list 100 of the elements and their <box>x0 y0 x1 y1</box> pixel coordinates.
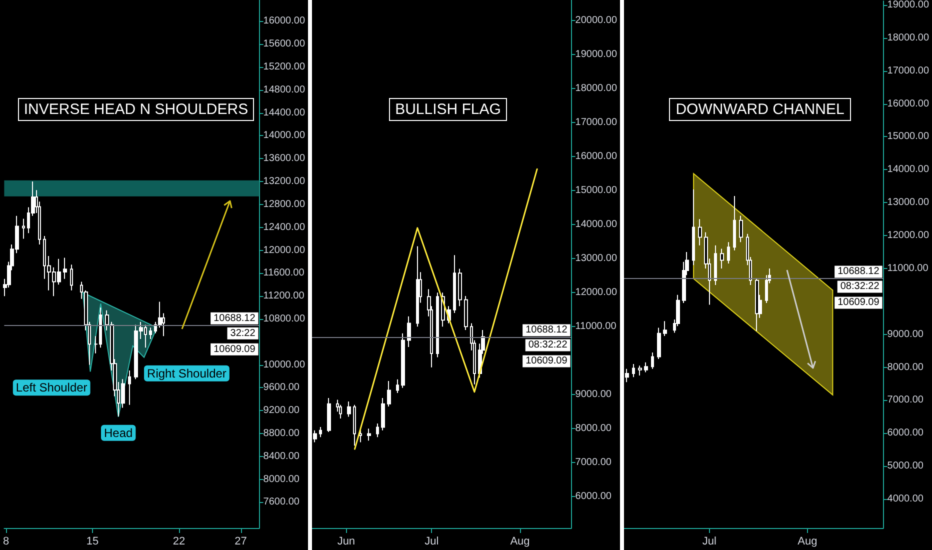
ref-line-label: 10688.12 <box>526 324 568 336</box>
y-tick-label: 11000.00 <box>575 321 617 332</box>
candlestick <box>714 244 717 286</box>
candlestick <box>739 215 743 243</box>
y-tick-label: 5000.00 <box>887 460 924 472</box>
candlestick <box>407 316 411 348</box>
candlestick <box>632 363 635 378</box>
x-tick-label: 27 <box>234 536 247 548</box>
ref-line-label: 10688.12 <box>838 266 880 278</box>
y-tick-label: 4000.00 <box>887 494 924 505</box>
candlestick <box>663 320 667 336</box>
annotation: 08:32:22 <box>840 281 880 292</box>
annotation: 10609.09 <box>838 297 880 308</box>
annotation: 10609.09 <box>526 356 568 367</box>
candlestick <box>381 398 385 431</box>
candlestick <box>698 218 702 246</box>
y-tick-label: 14400.00 <box>263 107 306 118</box>
y-tick-label: 10000.00 <box>263 359 306 370</box>
x-tick-label: 22 <box>172 536 186 548</box>
candlestick <box>657 327 661 360</box>
y-tick-label: 15200.00 <box>263 62 306 72</box>
y-tick-label: 13200.00 <box>263 176 306 188</box>
y-tick-label: 8000.00 <box>887 362 924 373</box>
candlestick <box>376 423 379 438</box>
y-tick-label: 12000.00 <box>263 244 306 256</box>
y-tick-label: 11200.00 <box>263 290 305 302</box>
y-tick-label: 10800.00 <box>263 313 306 324</box>
y-tick-label: 11600.00 <box>263 268 305 279</box>
y-tick-label: 17000.00 <box>887 65 930 76</box>
candlestick <box>387 380 391 408</box>
annotation: 32:22 <box>230 328 256 339</box>
y-tick-label: 9600.00 <box>263 382 300 394</box>
candlestick <box>464 295 468 330</box>
y-tick-label: 12400.00 <box>263 222 306 233</box>
candlestick <box>319 426 322 438</box>
annotation: Left Shoulder <box>16 380 88 395</box>
y-tick-label: 19000.00 <box>887 0 930 10</box>
candlestick <box>436 292 439 358</box>
candlestick <box>353 404 356 446</box>
y-tick-label: 16000.00 <box>263 16 306 27</box>
y-tick-label: 13000.00 <box>887 197 930 208</box>
candlestick <box>347 400 351 418</box>
x-tick-label: Aug <box>510 536 530 548</box>
y-tick-label: 12000.00 <box>575 287 618 298</box>
x-tick-label: Jun <box>337 536 356 548</box>
candlestick <box>651 352 654 370</box>
y-tick-label: 16000.00 <box>575 150 618 162</box>
candlestick <box>453 254 456 314</box>
ref-line-label: 10688.12 <box>214 312 256 324</box>
x-tick-label: 15 <box>86 536 99 548</box>
y-tick-label: 18000.00 <box>575 82 618 94</box>
y-tick-label: 13000.00 <box>575 253 618 264</box>
y-tick-label: 14000.00 <box>887 164 930 176</box>
candlestick <box>733 196 736 251</box>
y-tick-label: 12000.00 <box>887 230 930 242</box>
y-tick-label: 7000.00 <box>575 457 612 468</box>
y-tick-label: 8000.00 <box>575 423 612 434</box>
text: INVERSE HEAD N SHOULDERS <box>24 101 248 118</box>
candlestick <box>755 278 759 332</box>
text: DOWNWARD CHANNEL <box>676 101 844 118</box>
candlestick <box>149 327 152 340</box>
y-tick-label: 8800.00 <box>263 428 300 440</box>
y-tick-label: 6000.00 <box>575 491 612 502</box>
candlestick <box>22 218 25 240</box>
candlestick <box>401 332 405 388</box>
y-tick-label: 9000.00 <box>575 389 612 400</box>
x-tick-label: Jul <box>424 536 439 548</box>
candlestick <box>458 268 462 307</box>
y-tick-label: 8400.00 <box>263 450 300 462</box>
candlestick <box>416 246 419 328</box>
annotation: 10609.09 <box>214 344 256 355</box>
annotation: Right Shoulder <box>147 366 226 380</box>
annotation: Head <box>104 426 133 440</box>
candlestick <box>359 428 362 443</box>
y-tick-label: 14000.00 <box>575 219 618 230</box>
x-tick-label: Aug <box>798 536 818 548</box>
y-tick-label: 6000.00 <box>887 428 924 439</box>
y-tick-label: 9000.00 <box>887 328 924 340</box>
annotation: 08:32:22 <box>528 340 568 351</box>
candlestick <box>70 264 73 291</box>
y-tick-label: 9200.00 <box>263 405 300 416</box>
candlestick <box>396 378 399 394</box>
y-tick-label: 12800.00 <box>263 198 306 210</box>
candlestick <box>63 257 67 280</box>
y-tick-label: 14800.00 <box>263 84 306 96</box>
y-tick-label: 15000.00 <box>887 131 930 142</box>
x-tick-label: 8 <box>2 536 10 548</box>
y-tick-label: 13600.00 <box>263 153 306 164</box>
y-tick-label: 8000.00 <box>263 474 300 485</box>
y-tick-label: 16000.00 <box>887 98 930 110</box>
y-tick-label: 15000.00 <box>575 185 618 196</box>
x-tick-label: Jul <box>702 536 716 548</box>
candlestick <box>128 370 131 406</box>
candlestick <box>692 188 695 266</box>
candlestick <box>327 398 331 433</box>
candlestick <box>727 242 730 264</box>
y-tick-label: 19000.00 <box>575 48 618 60</box>
candlestick <box>720 248 724 269</box>
y-tick-label: 14000.00 <box>263 130 306 142</box>
y-tick-label: 15600.00 <box>263 38 306 50</box>
